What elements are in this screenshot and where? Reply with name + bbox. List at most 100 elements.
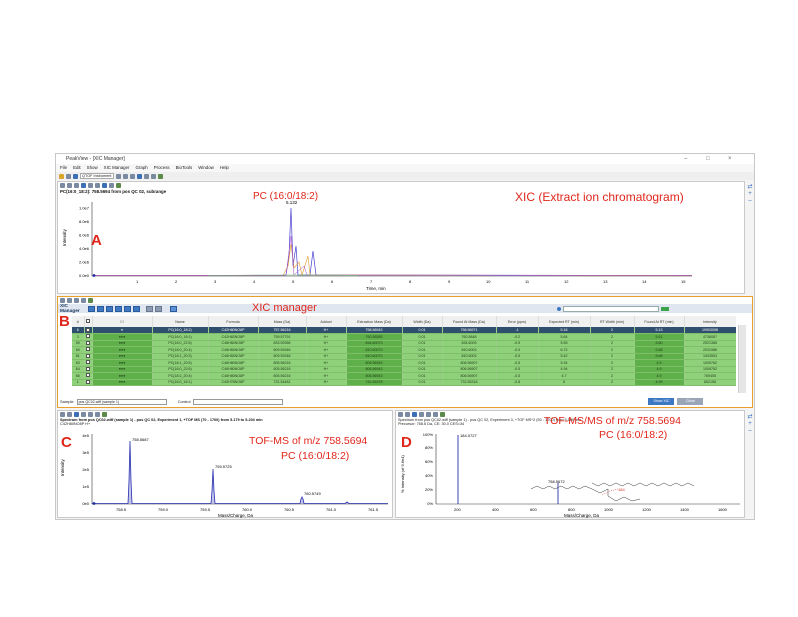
remove-row-button[interactable] xyxy=(97,305,104,312)
settings-button[interactable] xyxy=(146,305,153,312)
redo-icon[interactable] xyxy=(123,173,128,179)
grid-icon[interactable] xyxy=(81,298,86,303)
table-row[interactable]: 3 ●●● PC(16:0_18:1) C42H82NO8P 759.57791… xyxy=(72,333,736,341)
window-icon[interactable] xyxy=(433,412,438,417)
table-row[interactable]: 59 ●●● PC(18:0_22:6) C48H84NO8P 833.5935… xyxy=(72,340,736,347)
row-checkbox[interactable] xyxy=(86,334,90,339)
filter-button[interactable] xyxy=(155,305,162,312)
print-icon[interactable] xyxy=(73,173,78,179)
row-checkbox[interactable] xyxy=(86,327,90,332)
snapshot-icon[interactable] xyxy=(102,412,107,417)
menu-help[interactable]: Help xyxy=(219,165,229,170)
zoom-in-icon[interactable] xyxy=(102,183,107,188)
home-icon[interactable] xyxy=(60,412,65,417)
delete-icon[interactable] xyxy=(130,173,135,179)
zoom-plus-icon[interactable]: + xyxy=(748,421,752,427)
zoom-plus-icon[interactable]: + xyxy=(748,191,752,197)
peak-icon[interactable] xyxy=(81,183,86,188)
table-row[interactable]: 60 ●●● PC(18:0_20:4) C46H84NO8P 809.5934… xyxy=(72,346,736,354)
arrow-icon[interactable] xyxy=(81,412,86,417)
col-header[interactable]: Error (ppm) xyxy=(496,316,539,327)
arrow-icon[interactable] xyxy=(419,412,424,417)
home-icon[interactable] xyxy=(60,183,65,188)
peak-icon[interactable] xyxy=(74,412,79,417)
minimize-icon[interactable]: – xyxy=(684,156,688,162)
maximize-icon[interactable]: □ xyxy=(706,156,710,162)
col-header[interactable]: Formula xyxy=(208,316,259,327)
row-checkbox[interactable] xyxy=(86,347,90,352)
search-icon[interactable] xyxy=(67,183,72,188)
menu-file[interactable]: File xyxy=(60,165,68,170)
col-header[interactable]: Found At Mass (Da) xyxy=(442,316,497,327)
row-checkbox[interactable] xyxy=(86,366,90,371)
menu-window[interactable]: Window xyxy=(198,165,214,170)
arrow-icon[interactable] xyxy=(88,183,93,188)
table-icon[interactable] xyxy=(60,298,65,303)
col-header[interactable]: Extraction Mass (Da) xyxy=(346,316,403,327)
window-icon[interactable] xyxy=(109,183,114,188)
table-row[interactable]: 64 ●●● PC(16:0_22:6) C46H80NO8P 805.5621… xyxy=(72,366,736,373)
col-header-check[interactable] xyxy=(84,316,93,327)
col-header[interactable]: Intensity xyxy=(684,316,736,327)
export-button[interactable] xyxy=(115,305,122,312)
expand-icon[interactable]: ⇄ xyxy=(747,414,753,420)
window-icon[interactable] xyxy=(95,412,100,417)
trash-icon[interactable] xyxy=(95,183,100,188)
layout-icon[interactable] xyxy=(144,173,149,179)
row-checkbox[interactable] xyxy=(86,379,90,384)
zoom-minus-icon[interactable]: – xyxy=(748,428,752,434)
table-row[interactable]: 65 ●●● PC(18:2_20:4) C46H80NO8P 805.5621… xyxy=(72,372,736,380)
col-header[interactable]: Adduct xyxy=(306,316,347,327)
table-scrollbar[interactable] xyxy=(738,325,746,393)
snapshot-icon[interactable] xyxy=(440,412,445,417)
peak-icon[interactable] xyxy=(412,412,417,417)
snapshot-icon[interactable] xyxy=(116,183,121,188)
table-row[interactable]: 63 ●●● PC(18:1_20:5) C46H80NO8P 805.5621… xyxy=(72,359,736,367)
sample-select[interactable]: pos QC02.wiff (sample 1) xyxy=(76,398,167,405)
xic-search-input[interactable] xyxy=(563,305,659,312)
move-down-button[interactable] xyxy=(133,305,140,312)
trash-icon[interactable] xyxy=(88,412,93,417)
menu-show[interactable]: Show xyxy=(86,165,98,170)
import-button[interactable] xyxy=(106,305,113,312)
menu-biotools[interactable]: BioTools xyxy=(175,165,193,170)
control-select[interactable] xyxy=(193,398,284,405)
show-xic-button[interactable]: Show XIC xyxy=(648,398,675,405)
undo-icon[interactable] xyxy=(116,173,121,179)
menu-edit[interactable]: Edit xyxy=(73,165,81,170)
search-icon[interactable] xyxy=(405,412,410,417)
col-header[interactable]: Mass (Da) xyxy=(258,316,307,327)
col-header[interactable]: # xyxy=(72,316,85,327)
col-header[interactable]: Expected RT (min) xyxy=(538,316,591,327)
search-icon[interactable] xyxy=(67,412,72,417)
save-icon[interactable] xyxy=(66,173,71,179)
table-row-selected[interactable]: 6 ● PC(16:0_18:2) C42H80NO8P 757.56216 H… xyxy=(72,327,736,334)
home-icon[interactable] xyxy=(398,412,403,417)
col-header[interactable]: Found At RT (min) xyxy=(634,316,685,327)
layout-icon[interactable] xyxy=(74,298,79,303)
pointer-icon[interactable] xyxy=(74,183,79,188)
row-checkbox[interactable] xyxy=(86,353,90,358)
menu-graph[interactable]: Graph xyxy=(135,165,148,170)
grid-icon[interactable] xyxy=(151,173,156,179)
open-icon[interactable] xyxy=(59,173,64,179)
snapshot-icon[interactable] xyxy=(88,298,93,303)
refresh-button[interactable] xyxy=(170,305,177,312)
col-header[interactable]: Name xyxy=(152,316,209,327)
row-checkbox[interactable] xyxy=(86,360,90,365)
col-header[interactable]: Width (Da) xyxy=(402,316,443,327)
close-icon[interactable]: × xyxy=(728,156,732,162)
zoom-minus-icon[interactable]: – xyxy=(748,198,752,204)
move-up-button[interactable] xyxy=(124,305,131,312)
instrument-select[interactable]: QTOF Instrument xyxy=(80,173,114,179)
row-checkbox[interactable] xyxy=(86,340,90,345)
camera-icon[interactable] xyxy=(158,173,163,179)
select-all-checkbox[interactable] xyxy=(86,319,90,323)
search-icon[interactable] xyxy=(67,298,72,303)
trash-icon[interactable] xyxy=(426,412,431,417)
col-header-structure[interactable]: ⌇⌇⌇ xyxy=(92,316,153,327)
table-row[interactable]: 61 ●●● PC(18:1_20:3) C46H84NO8P 809.5934… xyxy=(72,353,736,360)
col-header[interactable]: RT Width (min) xyxy=(590,316,635,327)
menu-process[interactable]: Process xyxy=(153,165,170,170)
close-button[interactable]: Close xyxy=(677,398,704,405)
